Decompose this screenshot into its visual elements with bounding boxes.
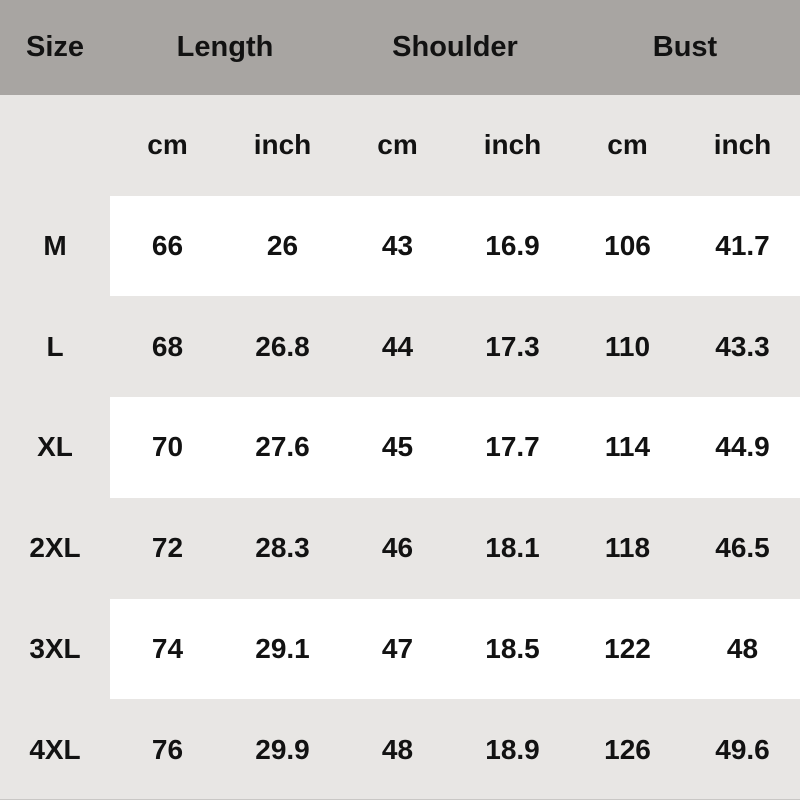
value-shoulder-inch: 17.7 xyxy=(485,431,540,463)
value-length-cm: 72 xyxy=(151,532,184,564)
row-values: 68 26.8 44 17.3 110 43.3 xyxy=(110,296,800,397)
value-shoulder-cm: 47 xyxy=(381,632,414,664)
value-bust-inch: 46.5 xyxy=(715,532,770,564)
value-bust-inch: 44.9 xyxy=(715,431,770,463)
size-label: 2XL xyxy=(29,532,81,564)
value-length-cm: 74 xyxy=(151,632,184,664)
table-row-m: M 66 26 43 16.9 106 41.7 xyxy=(0,195,800,297)
row-values: 70 27.6 45 17.7 114 44.9 xyxy=(110,397,800,498)
unit-label-bust-cm: cm xyxy=(607,129,648,161)
value-shoulder-cm: 45 xyxy=(381,431,414,463)
value-shoulder-inch: 17.3 xyxy=(485,330,540,362)
table-header-row: Size Length Shoulder Bust xyxy=(0,0,800,95)
table-row-4xl: 4XL 76 29.9 48 18.9 126 49.6 xyxy=(0,699,800,800)
value-bust-cm: 114 xyxy=(604,431,651,463)
unit-label-shoulder-cm: cm xyxy=(377,129,418,161)
value-length-cm: 76 xyxy=(151,733,184,765)
row-values: 72 28.3 46 18.1 118 46.5 xyxy=(110,498,800,599)
value-bust-inch: 43.3 xyxy=(715,330,770,362)
table-row-xl: XL 70 27.6 45 17.7 114 44.9 xyxy=(0,397,800,498)
value-shoulder-cm: 43 xyxy=(381,230,414,262)
unit-label-length-cm: cm xyxy=(147,129,188,161)
value-bust-cm: 118 xyxy=(604,532,651,564)
value-bust-cm: 122 xyxy=(604,632,651,664)
value-bust-inch: 49.6 xyxy=(715,733,770,765)
value-shoulder-inch: 18.5 xyxy=(485,632,540,664)
size-label: L xyxy=(46,330,64,362)
size-label: M xyxy=(43,230,67,262)
row-values: 66 26 43 16.9 106 41.7 xyxy=(110,195,800,297)
table-row-2xl: 2XL 72 28.3 46 18.1 118 46.5 xyxy=(0,498,800,599)
row-values: 76 29.9 48 18.9 126 49.6 xyxy=(110,699,800,800)
unit-header-spacer xyxy=(0,95,110,196)
size-label: 3XL xyxy=(29,632,81,664)
value-length-cm: 68 xyxy=(151,330,184,362)
unit-label-bust-inch: inch xyxy=(713,129,772,161)
unit-label-length-inch: inch xyxy=(253,129,312,161)
column-header-size: Size xyxy=(25,31,85,63)
value-length-inch: 29.9 xyxy=(255,733,310,765)
unit-header-row: cm inch cm inch cm inch xyxy=(0,95,800,196)
value-shoulder-inch: 16.9 xyxy=(485,230,540,262)
value-bust-cm: 126 xyxy=(604,733,651,765)
value-length-inch: 28.3 xyxy=(255,532,310,564)
value-length-inch: 26.8 xyxy=(255,330,310,362)
value-shoulder-inch: 18.1 xyxy=(485,532,540,564)
value-shoulder-inch: 18.9 xyxy=(485,733,540,765)
unit-label-shoulder-inch: inch xyxy=(483,129,542,161)
value-length-inch: 26 xyxy=(266,230,299,262)
value-bust-inch: 48 xyxy=(726,632,759,664)
table-row-l: L 68 26.8 44 17.3 110 43.3 xyxy=(0,296,800,397)
table-row-3xl: 3XL 74 29.1 47 18.5 122 48 xyxy=(0,598,800,700)
size-label: 4XL xyxy=(29,733,81,765)
row-values: 74 29.1 47 18.5 122 48 xyxy=(110,598,800,700)
column-header-bust: Bust xyxy=(652,31,718,63)
value-shoulder-cm: 48 xyxy=(381,733,414,765)
unit-header-cells: cm inch cm inch cm inch xyxy=(110,95,800,196)
value-bust-cm: 106 xyxy=(604,230,651,262)
value-shoulder-cm: 44 xyxy=(381,330,414,362)
value-bust-cm: 110 xyxy=(604,330,651,362)
column-header-shoulder: Shoulder xyxy=(392,31,518,63)
value-length-cm: 66 xyxy=(151,230,184,262)
value-length-cm: 70 xyxy=(151,431,184,463)
column-header-length: Length xyxy=(176,31,274,63)
value-bust-inch: 41.7 xyxy=(715,230,770,262)
value-length-inch: 29.1 xyxy=(255,632,310,664)
value-length-inch: 27.6 xyxy=(255,431,310,463)
value-shoulder-cm: 46 xyxy=(381,532,414,564)
size-label: XL xyxy=(37,431,73,463)
